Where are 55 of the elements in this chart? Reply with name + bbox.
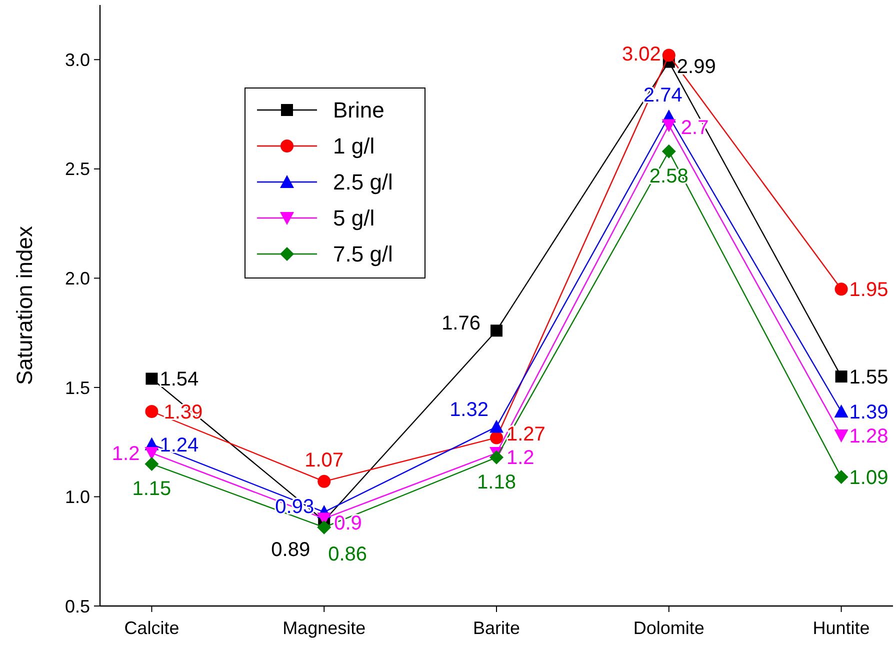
point (835, 370, 848, 383)
data-label: 1.76 (442, 312, 480, 335)
point (490, 450, 504, 464)
x-tick-label: Magnesite (282, 618, 366, 638)
point (145, 404, 158, 418)
y-tick-label: 3.0 (64, 50, 90, 70)
point (834, 404, 848, 418)
data-label: 2.99 (676, 56, 716, 78)
x-tick-label: Barite (472, 618, 520, 638)
data-label: 1.95 (849, 279, 888, 302)
point (662, 119, 676, 132)
point (834, 470, 848, 484)
legend-label: 5 g/l (333, 206, 375, 231)
x-tick-label: Dolomite (633, 618, 704, 638)
y-axis-title: Saturation index (12, 226, 37, 385)
legend-label: 2.5 g/l (333, 170, 393, 195)
data-label: 1.15 (132, 478, 172, 500)
data-label: 1.27 (506, 424, 546, 446)
data-label: 1.2 (112, 443, 140, 466)
data-label: 1.55 (849, 366, 888, 389)
y-tick-label: 1.0 (64, 487, 90, 508)
data-label: 0.9 (334, 512, 362, 535)
point (490, 324, 502, 337)
data-label: 1.24 (160, 434, 199, 456)
point (146, 372, 158, 385)
data-label: 3.02 (622, 43, 661, 66)
point (318, 474, 331, 488)
data-label: 0.86 (328, 543, 368, 566)
legend-label: Brine (333, 98, 384, 123)
data-label: 1.32 (450, 398, 488, 421)
point (834, 430, 848, 443)
data-label: 1.18 (477, 471, 516, 494)
point (144, 456, 159, 471)
point (662, 144, 676, 158)
point (144, 447, 159, 460)
y-tick-label: 0.5 (64, 596, 90, 616)
data-label: 1.54 (160, 368, 199, 391)
x-tick-label: Calcite (124, 618, 180, 638)
data-label: 1.28 (849, 426, 888, 448)
data-label: 1.2 (506, 447, 534, 470)
data-label: 1.09 (849, 467, 888, 490)
point (490, 431, 503, 444)
legend-label: 7.5 g/l (333, 242, 393, 267)
y-tick-label: 1.5 (64, 378, 90, 398)
data-label: 0.89 (271, 538, 310, 561)
data-label: 1.07 (304, 449, 344, 472)
y-tick-label: 2.0 (64, 268, 90, 288)
point (490, 420, 504, 433)
y-tick-label: 2.5 (64, 159, 90, 180)
point (662, 48, 676, 62)
legend-label: 1 g/l (333, 134, 375, 159)
data-label: 1.39 (849, 401, 888, 424)
point (317, 520, 332, 534)
point (834, 282, 848, 296)
x-tick-label: Huntite (812, 618, 870, 638)
